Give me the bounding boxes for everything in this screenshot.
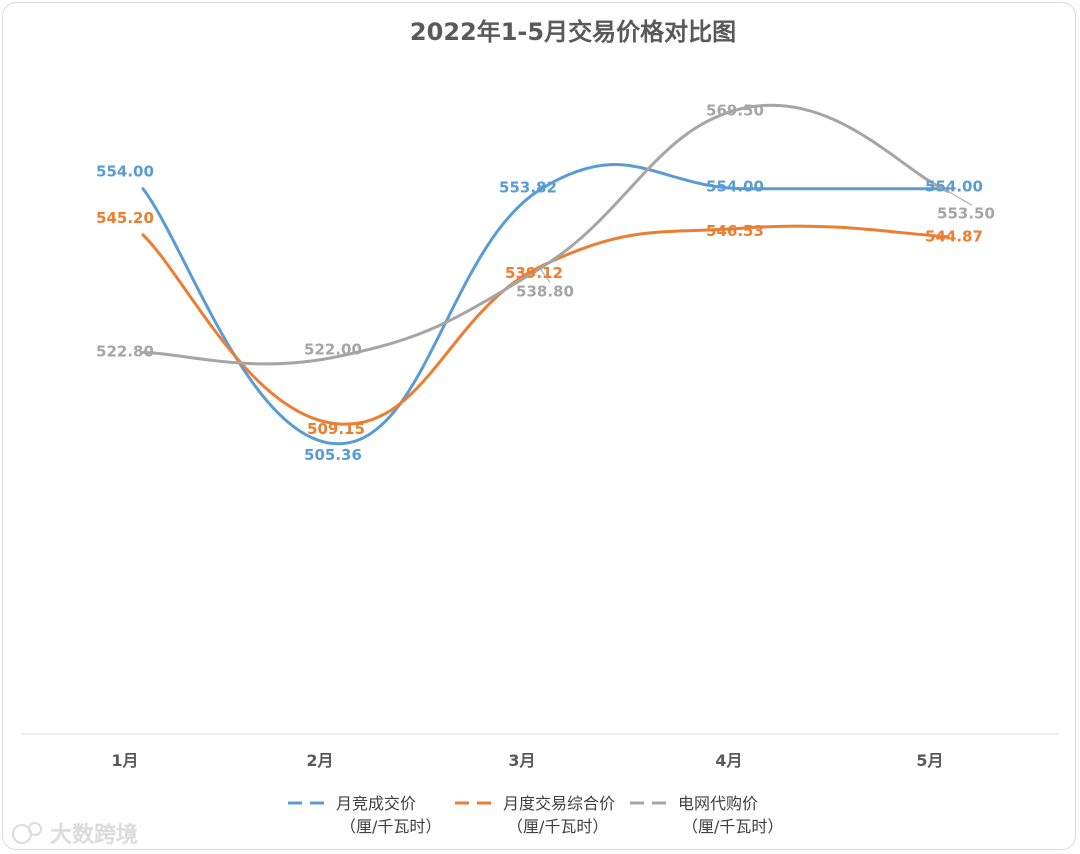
x-tick-label: 4月 (715, 751, 742, 770)
data-label: 509.15 (307, 420, 365, 438)
legend-unit: （厘/千瓦时） (340, 817, 441, 836)
data-label: 553.82 (499, 179, 557, 197)
x-tick-label: 5月 (916, 751, 943, 770)
chart-title: 2022年1-5月交易价格对比图 (410, 18, 736, 46)
data-label: 539.12 (505, 264, 563, 282)
data-label: 522.00 (304, 341, 362, 359)
data-label: 545.20 (96, 209, 154, 227)
x-tick-label: 3月 (508, 751, 535, 770)
data-label: 544.87 (925, 228, 983, 246)
series-line-1 (141, 163, 950, 446)
label-leader-line (947, 190, 973, 206)
data-label: 554.00 (706, 178, 764, 196)
series-line-2 (141, 224, 950, 426)
x-tick-label: 2月 (306, 751, 333, 770)
data-label: 554.00 (925, 178, 983, 196)
data-label: 554.00 (96, 163, 154, 181)
watermark: 大数跨境 (12, 822, 138, 848)
x-tick-label: 1月 (111, 751, 138, 770)
legend-item-2[interactable]: 月度交易综合价 （厘/千瓦时） (455, 794, 615, 836)
legend-unit: （厘/千瓦时） (682, 817, 783, 836)
data-label: 522.80 (96, 342, 154, 360)
watermark-text: 大数跨境 (50, 822, 138, 848)
data-label: 569.50 (706, 101, 764, 119)
data-label: 505.36 (304, 446, 362, 464)
legend-item-3[interactable]: 电网代购价 （厘/千瓦时） (630, 794, 783, 836)
label-leader-line (539, 268, 551, 283)
legend-label: 月竞成交价 (336, 794, 416, 813)
data-label: 546.53 (706, 222, 764, 240)
legend-label: 月度交易综合价 (503, 794, 615, 813)
legend-unit: （厘/千瓦时） (507, 817, 608, 836)
legend-item-1[interactable]: 月竞成交价 （厘/千瓦时） (288, 794, 441, 836)
legend-label: 电网代购价 (678, 794, 758, 813)
series-line-3 (141, 103, 950, 366)
data-label: 553.50 (937, 204, 995, 222)
data-label: 538.80 (516, 282, 574, 300)
